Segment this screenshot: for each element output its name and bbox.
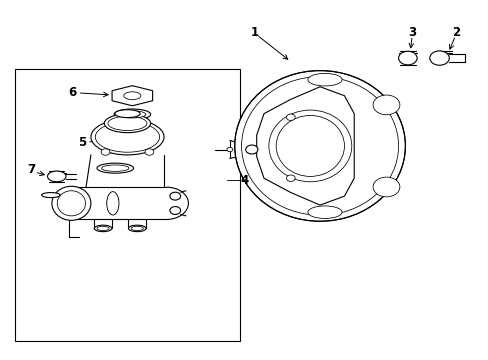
Ellipse shape xyxy=(115,110,140,118)
Bar xyxy=(15,69,239,341)
Ellipse shape xyxy=(276,116,344,176)
Text: 4: 4 xyxy=(240,174,248,186)
Ellipse shape xyxy=(169,207,180,215)
Ellipse shape xyxy=(97,226,109,230)
Text: 5: 5 xyxy=(79,136,86,149)
Ellipse shape xyxy=(114,109,150,120)
Ellipse shape xyxy=(226,147,232,152)
Text: 2: 2 xyxy=(451,27,460,40)
Ellipse shape xyxy=(307,73,341,86)
Ellipse shape xyxy=(372,95,399,115)
Ellipse shape xyxy=(94,225,112,231)
Ellipse shape xyxy=(145,149,154,155)
Ellipse shape xyxy=(119,111,145,118)
Ellipse shape xyxy=(104,114,150,133)
Ellipse shape xyxy=(286,114,295,121)
Ellipse shape xyxy=(101,149,110,155)
Ellipse shape xyxy=(47,171,66,182)
Ellipse shape xyxy=(131,226,143,230)
Ellipse shape xyxy=(97,163,133,173)
Ellipse shape xyxy=(91,119,163,155)
Ellipse shape xyxy=(286,175,295,181)
Text: 7: 7 xyxy=(27,163,35,176)
Ellipse shape xyxy=(169,192,180,200)
Ellipse shape xyxy=(234,71,405,221)
Ellipse shape xyxy=(128,225,146,231)
Ellipse shape xyxy=(41,193,60,198)
Ellipse shape xyxy=(307,206,341,219)
Text: 3: 3 xyxy=(408,27,416,40)
Ellipse shape xyxy=(57,191,85,216)
Ellipse shape xyxy=(245,145,257,154)
Ellipse shape xyxy=(102,165,129,171)
Ellipse shape xyxy=(372,177,399,197)
Ellipse shape xyxy=(429,51,448,65)
Ellipse shape xyxy=(52,186,91,220)
Text: 1: 1 xyxy=(250,27,258,40)
Polygon shape xyxy=(256,87,353,205)
Polygon shape xyxy=(112,86,152,106)
Ellipse shape xyxy=(106,192,119,215)
Text: 6: 6 xyxy=(69,86,77,99)
Ellipse shape xyxy=(398,51,416,65)
